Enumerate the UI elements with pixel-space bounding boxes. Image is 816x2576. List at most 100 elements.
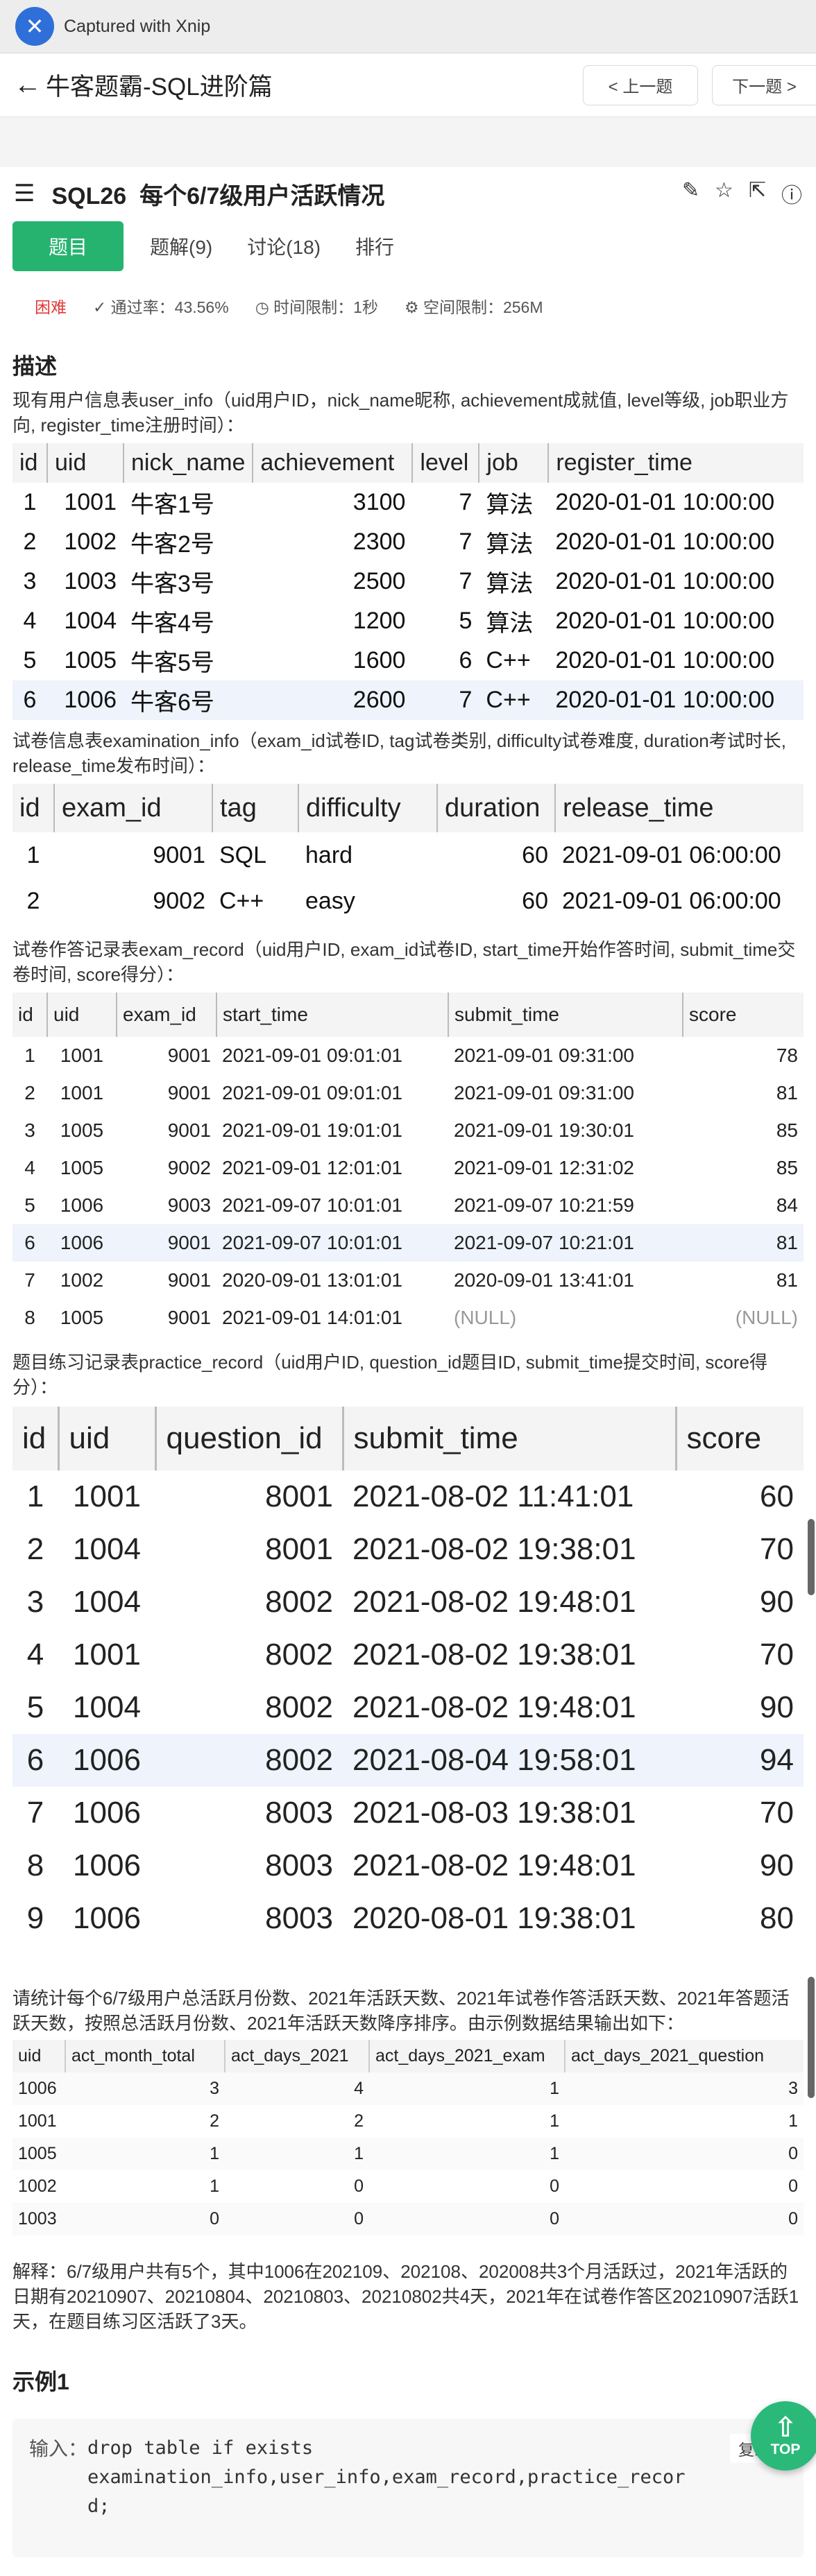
description-heading: 描述 — [12, 354, 58, 379]
table-cell: C++ — [479, 680, 549, 720]
table-cell: 5 — [459, 608, 473, 634]
tab-ranking[interactable]: 排行 — [355, 237, 395, 258]
result-table-wrap[interactable]: uid act_month_total act_days_2021 act_da… — [12, 2040, 804, 2248]
user-info-table: id uid nick_name achievement level job r… — [12, 443, 804, 720]
table-cell: 85 — [776, 1157, 798, 1178]
table-cell: 牛客1号 — [130, 492, 214, 518]
task-text: 请统计每个6/7级用户总活跃月份数、2021年活跃天数、2021年试卷作答活跃天… — [12, 1988, 790, 2034]
col-header: question_id — [155, 1407, 344, 1470]
table-row: 2 1001 9001 2021-09-01 09:01:01 2021-09-01 0… — [12, 1074, 804, 1112]
table-cell: 3 — [26, 1585, 44, 1619]
practice-record-intro: 题目练习记录表practice_record（uid用户ID, question… — [12, 1352, 767, 1398]
table-cell: 8003 — [265, 1848, 333, 1882]
table-row: 1006 3 4 1 3 — [12, 2072, 804, 2105]
table-cell: 2500 — [352, 568, 406, 594]
table-cell: 1001 — [60, 1045, 104, 1066]
col-header: duration — [437, 784, 556, 832]
practice-record-table-wrap[interactable]: id uid question_id submit_time score 1 10… — [12, 1407, 804, 1958]
list-menu-icon[interactable]: ☰ — [14, 180, 35, 207]
table-cell: 1003 — [12, 2203, 65, 2235]
back-button[interactable]: ← 牛客题霸-SQL进阶篇 — [14, 67, 273, 103]
table-cell: 2020-01-01 10:00:00 — [548, 680, 804, 720]
col-header: score — [683, 993, 804, 1037]
table-cell: 2 — [26, 1532, 44, 1566]
table-cell: 6 — [12, 1224, 47, 1262]
table-cell: 1 — [788, 2111, 798, 2131]
table-cell: 2021-09-07 10:21:01 — [448, 1224, 683, 1262]
table-cell: 2020-09-01 13:41:01 — [454, 1269, 634, 1291]
table-cell: 2020-01-01 10:00:00 — [555, 489, 775, 515]
exam-record-table: id uid exam_id start_time submit_time sc… — [12, 993, 804, 1337]
table-cell: 1005 — [12, 2138, 65, 2170]
back-to-top-button[interactable]: ⇧ TOP — [751, 2401, 816, 2471]
example-heading: 示例1 — [12, 2369, 69, 2394]
table-cell: 5 — [26, 1690, 44, 1724]
tab-bar: 题目 题解(9) 讨论(18) 排行 — [0, 220, 816, 273]
table-cell: 1 — [24, 1045, 35, 1066]
table-cell: 2021-09-01 06:00:00 — [562, 887, 781, 914]
table-cell: 2021-09-01 09:01:01 — [222, 1045, 402, 1066]
time-limit: ◷ 时间限制：1秒 — [255, 298, 378, 316]
table-row: 2 1002 牛客2号 2300 7 算法 2020-01-01 10:00:00 — [12, 522, 804, 562]
exam-record-table-wrap[interactable]: id uid exam_id start_time submit_time sc… — [12, 993, 804, 1343]
table-cell: (NULL) — [454, 1307, 517, 1328]
scrollbar-thumb[interactable] — [808, 1977, 815, 2098]
col-header: level — [412, 443, 480, 483]
table-cell: 牛客5号 — [130, 650, 214, 676]
table-cell: 9001 — [167, 1045, 211, 1066]
table-cell: 5 — [24, 1194, 35, 1216]
next-question-button[interactable]: 下一题 > — [712, 65, 816, 105]
table-cell: 90 — [760, 1848, 794, 1882]
table-cell: 9002 — [167, 1157, 211, 1178]
tab-solutions[interactable]: 题解(9) — [150, 237, 213, 258]
table-cell: 2021-08-02 19:38:01 — [352, 1638, 636, 1672]
user-info-table-wrap[interactable]: id uid nick_name achievement level job r… — [12, 443, 804, 724]
table-cell: 8002 — [265, 1585, 333, 1619]
table-cell: 2020-01-01 10:00:00 — [555, 529, 775, 555]
info-icon[interactable]: ⓘ — [781, 184, 802, 207]
table-cell: 8001 — [265, 1532, 333, 1566]
scrollbar-thumb[interactable] — [808, 1519, 815, 1595]
table-row: 7 1002 9001 2020-09-01 13:01:01 2020-09-01 1… — [12, 1262, 804, 1299]
col-header: submit_time — [448, 993, 683, 1037]
table-row: 1 1001 9001 2021-09-01 09:01:01 2021-09-01 0… — [12, 1037, 804, 1074]
col-header: achievement — [253, 443, 414, 483]
share-icon[interactable]: ⇱ — [748, 179, 766, 202]
table-row: 3 1005 9001 2021-09-01 19:01:01 2021-09-01 1… — [12, 1112, 804, 1149]
star-icon[interactable]: ☆ — [714, 179, 733, 202]
table-cell: 2021-08-02 19:48:01 — [352, 1585, 636, 1619]
table-cell: 9001 — [167, 1119, 211, 1141]
col-header: uid — [12, 2040, 66, 2072]
table-header-row: id uid question_id submit_time score — [12, 1407, 804, 1470]
table-row: 1005 1 1 1 0 — [12, 2138, 804, 2170]
col-header: uid — [47, 443, 124, 483]
table-cell: 2021-09-01 09:31:00 — [454, 1082, 634, 1104]
table-row: 6 1006 牛客6号 2600 7 C++ 2020-01-01 10:00:00 — [12, 680, 804, 720]
table-cell: 85 — [776, 1119, 798, 1141]
table-cell: 1001 — [73, 1479, 141, 1513]
table-cell: 算法 — [486, 492, 534, 518]
exam-info-table-wrap[interactable]: id exam_id tag difficulty duration relea… — [12, 784, 804, 933]
prev-question-button[interactable]: < 上一题 — [583, 65, 698, 105]
table-header-row: id uid nick_name achievement level job r… — [12, 443, 804, 483]
table-cell: 1001 — [73, 1638, 141, 1672]
table-cell: 5 — [23, 647, 37, 673]
table-cell: 算法 — [486, 531, 534, 558]
table-cell: 2021-08-02 11:41:01 — [352, 1479, 634, 1513]
tab-question[interactable]: 题目 — [12, 221, 124, 271]
result-table: uid act_month_total act_days_2021 act_da… — [12, 2040, 804, 2235]
table-cell: 3 — [65, 2072, 225, 2105]
edit-icon[interactable]: ✎ — [681, 179, 699, 202]
exam-info-table: id exam_id tag difficulty duration relea… — [12, 784, 804, 933]
col-header: id — [12, 443, 48, 483]
table-cell: 2021-08-02 19:48:01 — [352, 1848, 636, 1882]
user-info-intro: 现有用户信息表user_info（uid用户ID，nick_name昵称, ac… — [12, 390, 789, 436]
table-cell: 1005 — [60, 1307, 104, 1328]
table-header-row: id exam_id tag difficulty duration relea… — [12, 784, 804, 832]
tab-discussion[interactable]: 讨论(18) — [247, 237, 321, 258]
table-cell: 0 — [788, 2176, 798, 2196]
table-cell: 81 — [683, 1224, 804, 1262]
question-title: SQL26 每个6/7级用户活跃情况 — [51, 182, 385, 209]
difficulty-badge: 困难 — [35, 298, 67, 316]
table-cell: 算法 — [486, 610, 534, 637]
